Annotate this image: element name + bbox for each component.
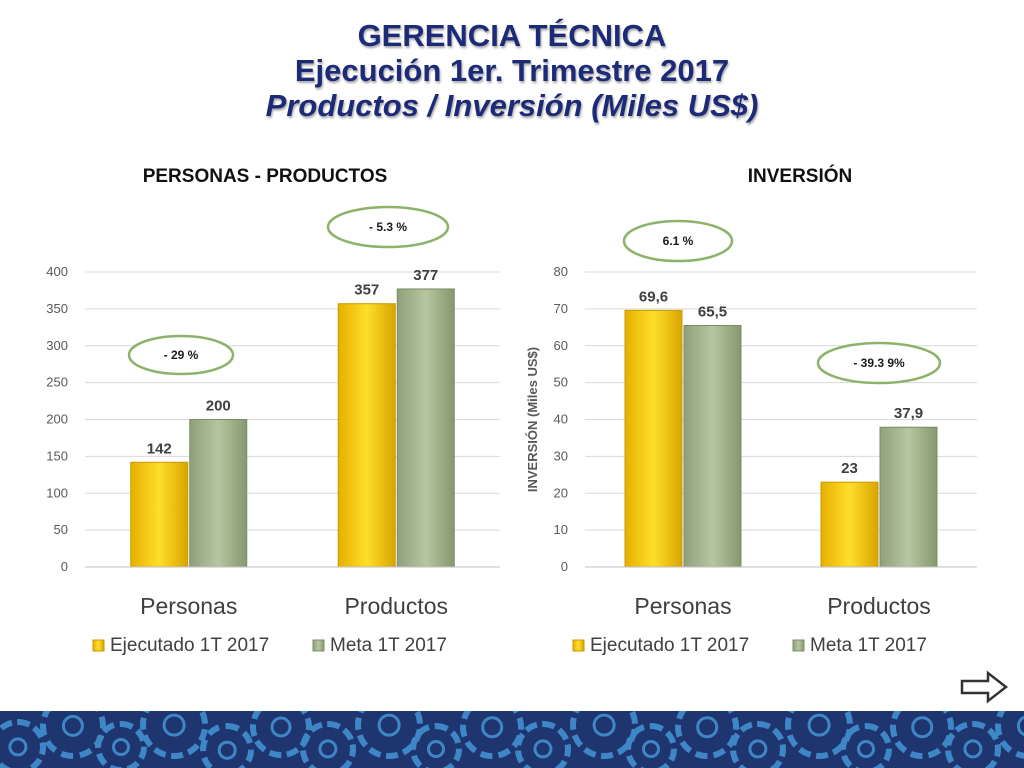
legend-swatch (792, 639, 805, 652)
slide-title: GERENCIA TÉCNICA Ejecución 1er. Trimestr… (0, 18, 1024, 123)
y-tick-label: 60 (554, 338, 568, 353)
gear-icon (140, 711, 208, 759)
y-tick-label: 70 (554, 301, 568, 316)
legend-label: Ejecutado 1T 2017 (110, 635, 269, 656)
title-line-2: Ejecución 1er. Trimestre 2017 (294, 53, 730, 88)
category-label: Personas (634, 593, 731, 619)
annotation-label: - 5.3 % (369, 220, 407, 234)
data-label: 65,5 (698, 303, 727, 320)
bar-meta-productos (396, 288, 455, 568)
y-tick-label: 50 (554, 375, 568, 390)
data-label: 200 (206, 398, 231, 415)
y-tick-label: 150 (46, 448, 68, 463)
y-tick-label: 40 (554, 412, 568, 427)
y-tick-label: 0 (61, 559, 68, 574)
gear-icon (730, 721, 786, 768)
gear-icon (515, 721, 571, 768)
y-tick-label: 80 (554, 264, 568, 279)
y-tick-label: 10 (554, 522, 568, 537)
bar-ejecutado-productos (337, 303, 396, 568)
legend-label: Meta 1T 2017 (810, 635, 927, 656)
y-tick-label: 400 (46, 264, 68, 279)
chart-1: 0 10 20 30 40 50 60 70 80 INVERSIÓN (Miles US$) 69… (525, 219, 977, 656)
annotation-ellipse (326, 205, 450, 249)
bar-meta-productos (879, 426, 938, 568)
chart-0: 0 50 100 150 200 250 300 350 400 142 200 Personas 35… (46, 205, 500, 656)
y-tick-label: 300 (46, 338, 68, 353)
annotation-label: - 29 % (164, 348, 199, 362)
y-tick-label: 20 (554, 485, 568, 500)
annotation-ellipse (127, 334, 235, 376)
annotation-label: 6.1 % (663, 234, 694, 248)
title-line-1: GERENCIA TÉCNICA (357, 18, 667, 53)
bar-ejecutado-productos (820, 481, 879, 568)
category-label: Productos (827, 593, 931, 619)
data-label: 37,9 (894, 405, 923, 422)
gear-icon (0, 719, 46, 768)
y-tick-label: 30 (554, 448, 568, 463)
gear-icon (300, 721, 356, 768)
gear-icon (840, 723, 892, 768)
footer-gear-banner (0, 711, 1024, 768)
annotation-label: - 39.3 9% (853, 356, 905, 370)
gear-icon (410, 723, 462, 768)
bar-ejecutado-personas (624, 309, 683, 568)
category-label: Personas (140, 593, 237, 619)
bar-meta-personas (189, 419, 248, 568)
y-tick-label: 50 (54, 522, 68, 537)
legend-swatch (572, 639, 585, 652)
annotation-ellipse (816, 341, 942, 385)
category-label: Productos (344, 593, 448, 619)
chart-title-inversion: INVERSIÓN (747, 166, 853, 187)
y-axis-label: INVERSIÓN (Miles US$) (525, 347, 540, 492)
data-label: 357 (354, 282, 379, 299)
data-label: 377 (413, 267, 438, 284)
legend-label: Ejecutado 1T 2017 (590, 635, 749, 656)
data-label: 23 (841, 460, 858, 477)
gear-icon (200, 723, 254, 768)
y-tick-label: 250 (46, 375, 68, 390)
y-tick-label: 200 (46, 412, 68, 427)
annotation-ellipse (622, 219, 734, 263)
charts-canvas: 050100150200250300350400142200Personas35… (46, 205, 977, 656)
bar-ejecutado-personas (130, 461, 189, 568)
title-line-3: Productos / Inversión (Miles US$) (265, 88, 759, 123)
gear-icon (625, 723, 677, 768)
legend-swatch (92, 639, 105, 652)
right-arrow-icon[interactable] (960, 670, 1008, 704)
data-label: 69,6 (639, 288, 668, 305)
bar-meta-personas (683, 324, 742, 568)
y-tick-label: 350 (46, 301, 68, 316)
y-tick-label: 100 (46, 485, 68, 500)
legend-label: Meta 1T 2017 (330, 635, 447, 656)
data-label: 142 (147, 440, 172, 457)
legend-swatch (312, 639, 325, 652)
y-tick-label: 0 (561, 559, 568, 574)
chart-title-productos: PERSONAS - PRODUCTOS (142, 166, 388, 187)
gear-icon (945, 721, 1001, 768)
